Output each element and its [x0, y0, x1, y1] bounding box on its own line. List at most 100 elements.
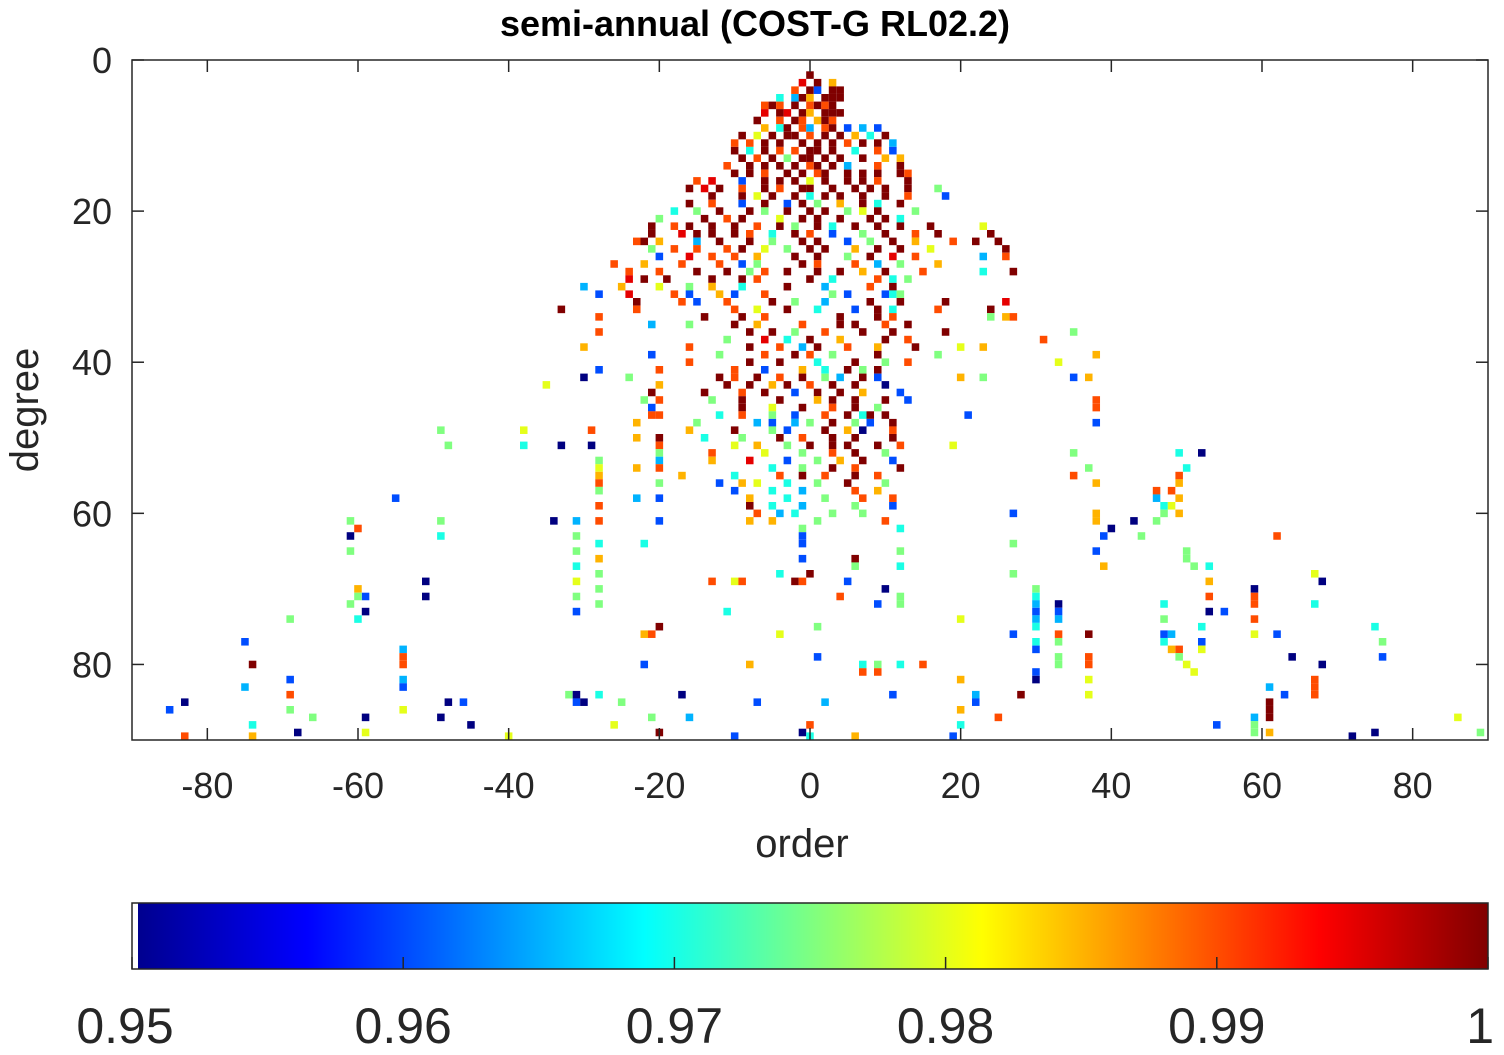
cell: [753, 154, 762, 162]
cell: [678, 690, 686, 699]
cell: [723, 214, 731, 223]
cell: [655, 456, 664, 465]
colorbar-tick-label: 0.95: [76, 998, 173, 1050]
cell: [753, 418, 762, 427]
cell: [399, 683, 407, 691]
cell: [806, 350, 814, 359]
cell: [881, 290, 890, 298]
cell: [685, 358, 694, 366]
cell: [1002, 298, 1010, 306]
cell: [798, 486, 807, 495]
cell: [572, 562, 581, 570]
cell: [1092, 403, 1101, 412]
cell: [813, 396, 822, 404]
cell: [1348, 732, 1357, 740]
cell: [874, 366, 882, 374]
cell: [776, 222, 784, 230]
cell: [813, 116, 822, 125]
cell: [851, 471, 859, 480]
cell: [791, 230, 799, 238]
cell: [859, 373, 867, 382]
cell: [972, 237, 980, 246]
cell: [1190, 562, 1198, 570]
x-tick-label: -40: [483, 765, 535, 806]
cell: [798, 139, 807, 147]
cell: [821, 154, 829, 162]
colorbar-tick-label: 0.97: [626, 998, 723, 1050]
cell: [851, 434, 859, 442]
cell: [738, 154, 746, 162]
cell: [956, 675, 965, 684]
cell: [648, 388, 656, 397]
cell: [746, 230, 754, 238]
x-tick-label: 0: [800, 765, 820, 806]
cell: [776, 162, 784, 170]
cell: [1318, 577, 1327, 586]
cell: [843, 290, 852, 298]
cell: [753, 260, 762, 268]
cell: [783, 282, 792, 291]
cell: [813, 305, 822, 314]
cell: [828, 509, 837, 518]
cell: [821, 192, 829, 200]
cell: [791, 162, 799, 170]
cell: [836, 214, 844, 223]
cell: [1054, 660, 1063, 669]
cell: [874, 313, 882, 321]
cell: [866, 214, 875, 223]
cell: [836, 335, 844, 344]
cell: [1032, 600, 1040, 608]
cell: [783, 305, 792, 314]
cell: [896, 290, 905, 298]
cell: [1175, 645, 1183, 654]
cell: [738, 275, 746, 283]
cell: [798, 260, 807, 268]
cell: [874, 139, 882, 147]
cell: [798, 449, 807, 457]
cell: [1265, 683, 1274, 691]
cell: [708, 282, 716, 291]
cell: [889, 290, 897, 298]
cell: [821, 698, 829, 706]
cell: [874, 305, 882, 314]
cell: [685, 222, 694, 230]
cell: [843, 441, 852, 450]
cell: [874, 441, 882, 450]
cell: [746, 660, 754, 669]
cell: [685, 343, 694, 351]
cell: [866, 184, 875, 193]
cell: [949, 732, 957, 740]
cell: [889, 146, 897, 155]
cell: [640, 660, 649, 669]
cell: [859, 207, 867, 215]
cell: [746, 207, 754, 215]
cell: [813, 222, 822, 230]
cell: [791, 252, 799, 261]
cell: [678, 260, 686, 268]
cell: [768, 298, 777, 306]
cell: [1190, 668, 1198, 676]
cell: [1311, 690, 1319, 699]
cell: [783, 335, 792, 344]
cell: [821, 169, 829, 178]
cell: [768, 237, 777, 246]
cell: [851, 245, 859, 253]
cell: [798, 124, 807, 132]
cell: [798, 524, 807, 533]
cell: [783, 441, 792, 450]
cell: [655, 237, 664, 246]
cell: [904, 396, 912, 404]
cell: [693, 177, 701, 185]
y-tick-label: 40: [72, 342, 112, 383]
cell: [181, 732, 189, 740]
y-tick-label: 0: [92, 40, 112, 81]
cell: [859, 660, 867, 669]
cell: [1182, 464, 1191, 472]
cell: [828, 146, 837, 155]
cell: [783, 109, 792, 117]
cell: [843, 237, 852, 246]
cell: [828, 78, 837, 87]
cell: [746, 358, 754, 366]
cell: [730, 441, 739, 450]
cell: [685, 320, 694, 329]
